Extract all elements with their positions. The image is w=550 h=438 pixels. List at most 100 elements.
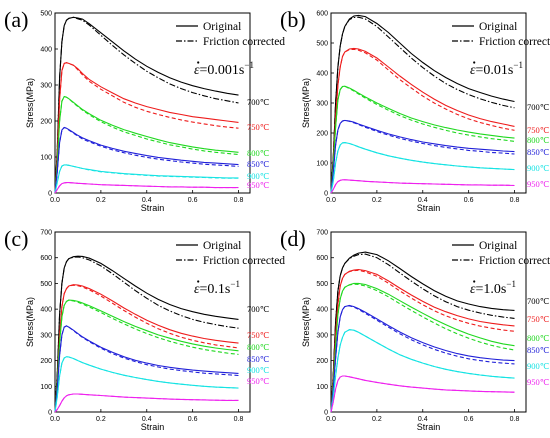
series-corrected-line (54, 284, 239, 413)
x-tick-label: 0.0 (50, 197, 60, 204)
series-corrected-line (54, 256, 239, 413)
series-corrected-line (330, 375, 515, 413)
x-tick-label: 0.4 (418, 416, 428, 423)
y-tick-label: 400 (316, 71, 328, 78)
rate-value: =0.001s (200, 63, 245, 78)
series-label: 950℃ (247, 376, 270, 386)
panel-label: (a) (4, 7, 28, 32)
y-tick-label: 400 (40, 307, 52, 314)
y-tick-label: 300 (40, 83, 52, 90)
y-tick-label: 500 (316, 281, 328, 288)
rate-exponent: −1 (513, 60, 523, 70)
y-tick-label: 100 (316, 161, 328, 168)
y-tick-label: 600 (316, 11, 328, 18)
series-label: 750℃ (527, 125, 550, 135)
x-tick-label: 0.8 (510, 197, 520, 204)
y-tick-label: 200 (40, 358, 52, 365)
rate-value: =0.1s (200, 282, 231, 297)
rate-value: =1.0s (476, 282, 507, 297)
y-tick-label: 700 (40, 230, 52, 237)
plot-frame (54, 231, 251, 413)
series-original-line (330, 251, 515, 413)
epsilon-symbol: ε (470, 282, 476, 297)
x-tick-label: 0.2 (96, 197, 106, 204)
legend-corrected-label: Friction corrected (479, 36, 550, 48)
strain-rate-label: ε=0.1s−1 (194, 279, 240, 297)
series-corrected-line (54, 325, 239, 413)
series-corrected-line (54, 299, 239, 413)
y-tick-label: 100 (316, 384, 328, 391)
x-tick-label: 0.6 (464, 197, 474, 204)
series-original-line (330, 375, 515, 413)
series-label: 800℃ (247, 148, 270, 158)
panel-label: (d) (280, 226, 306, 251)
y-tick-label: 300 (40, 332, 52, 339)
x-tick-label: 0.6 (464, 416, 474, 423)
strain-rate-label: ε=1.0s−1 (470, 279, 516, 297)
x-tick-label: 0.0 (326, 197, 336, 204)
y-tick-label: 700 (316, 230, 328, 237)
series-corrected-line (330, 16, 515, 194)
panel-label: (c) (4, 226, 28, 251)
series-original-line (330, 304, 515, 413)
series-original-line (330, 47, 515, 194)
y-tick-label: 300 (316, 332, 328, 339)
y-tick-label: 600 (40, 255, 52, 262)
series-label: 950℃ (527, 377, 550, 387)
series-label: 800℃ (247, 342, 270, 352)
legend-original-label: Original (203, 240, 241, 252)
legend: Original Friction corrected (176, 21, 285, 48)
panel-c: 0.0 0.2 0.4 0.6 0.8 0 100 200 300 400 500 600 700 Str… (4, 226, 285, 432)
series-label: 750℃ (247, 330, 270, 340)
series-original-line (330, 119, 515, 194)
y-tick-label: 500 (40, 11, 52, 18)
rate-exponent: −1 (230, 279, 240, 289)
y-tick-label: 0 (48, 410, 52, 417)
series-corrected-line (330, 142, 515, 194)
series-label: 900℃ (247, 365, 270, 375)
series-corrected-line (330, 179, 515, 194)
rate-dot (473, 61, 476, 64)
y-axis-title: Stress(MPa) (25, 297, 35, 347)
legend-original-label: Original (203, 21, 241, 33)
x-tick-label: 0.2 (96, 416, 106, 423)
series-corrected-line (330, 48, 515, 194)
x-tick-label: 0.0 (326, 416, 336, 423)
series-original-line (54, 62, 239, 194)
plot-frame (54, 12, 251, 194)
series-label: 700℃ (527, 296, 550, 306)
y-tick-label: 0 (324, 191, 328, 198)
y-axis-title: Stress(MPa) (301, 297, 311, 347)
series-label: 900℃ (527, 361, 550, 371)
series-original-line (54, 325, 239, 413)
series-label: 700℃ (527, 102, 550, 112)
series-corrected-line (54, 16, 239, 194)
strain-rate-label: ε=0.001s−1 (194, 60, 254, 78)
panel-a: 0.0 0.2 0.4 0.6 0.8 0 100 200 300 400 500 Strain Str… (4, 7, 285, 213)
x-tick-label: 0.8 (234, 416, 244, 423)
x-tick-label: 0.4 (142, 416, 152, 423)
series-original-line (330, 282, 515, 413)
series-corrected-line (330, 253, 515, 413)
y-axis-title: Stress(MPa) (301, 78, 311, 128)
x-tick-label: 0.2 (372, 416, 382, 423)
series-corrected-line (54, 393, 239, 413)
rate-dot (197, 61, 200, 64)
y-tick-label: 0 (324, 410, 328, 417)
x-tick-label: 0.6 (188, 197, 198, 204)
series-corrected-line (54, 182, 239, 194)
y-tick-label: 200 (316, 131, 328, 138)
series-label: 750℃ (247, 122, 270, 132)
rate-dot (197, 280, 200, 283)
series-label: 850℃ (527, 345, 550, 355)
x-tick-label: 0.8 (234, 197, 244, 204)
series-label: 750℃ (527, 314, 550, 324)
x-tick-label: 0.4 (142, 197, 152, 204)
series-corrected-line (54, 62, 239, 194)
series-corrected-line (54, 164, 239, 194)
y-tick-label: 200 (316, 358, 328, 365)
series-corrected-line (330, 283, 515, 413)
y-tick-label: 100 (40, 384, 52, 391)
epsilon-symbol: ε (194, 282, 200, 297)
y-tick-label: 0 (48, 191, 52, 198)
